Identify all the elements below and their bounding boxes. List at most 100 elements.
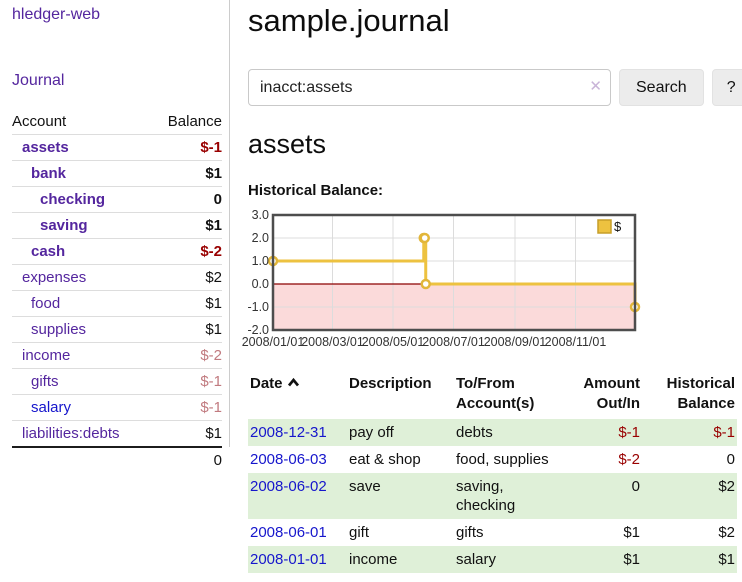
account-link-income[interactable]: income [22,347,71,364]
accounts-total-row: 0 [12,446,222,473]
account-link-food[interactable]: food [31,295,61,312]
svg-text:$: $ [614,219,622,234]
transaction-balance: $-1 [713,424,735,441]
transaction-amount: $-1 [618,424,640,441]
accounts-header-account: Account [12,113,67,130]
register-row: 2008-01-01 income salary $1 $1 [248,546,737,573]
transaction-date-link[interactable]: 2008-06-03 [250,451,327,468]
account-row-assets: assets $-1 [12,134,222,161]
transaction-description: gift [349,524,370,541]
svg-text:0.0: 0.0 [252,277,269,291]
accounts-table: Account Balance assets $-1 bank $1 check… [12,111,222,473]
app-title-link[interactable]: hledger-web [12,6,101,23]
svg-text:2008/09/01: 2008/09/01 [484,335,547,349]
account-row-cash: cash $-2 [12,238,222,265]
sidebar-item-journal[interactable]: Journal [12,72,65,89]
account-row-bank: bank $1 [12,160,222,187]
account-balance: $-2 [151,238,222,265]
register-header-balance: Historical Balance [666,375,735,412]
search-input[interactable] [248,69,611,106]
register-header-row: Date Description To/From Account(s) Amou… [248,371,737,419]
register-header-date[interactable]: Date [248,371,345,419]
register-row: 2008-12-31 pay off debts $-1 $-1 [248,419,737,446]
svg-text:2008/01/01: 2008/01/01 [242,335,305,349]
account-row-checking: checking 0 [12,186,222,213]
transaction-description: pay off [349,424,394,441]
account-row-expenses: expenses $2 [12,264,222,291]
transaction-balance: $2 [718,478,735,495]
account-balance: $1 [151,160,222,187]
transaction-accounts: salary [456,551,497,568]
transaction-date-link[interactable]: 2008-01-01 [250,551,327,568]
account-row-gifts: gifts $-1 [12,368,222,395]
transaction-accounts: gifts [456,524,484,541]
account-row-salary: salary $-1 [12,394,222,421]
sort-ascending-icon [287,374,300,394]
account-balance: $2 [151,264,222,291]
account-balance: 0 [151,186,222,213]
historical-balance-chart[interactable]: $3.0 2.0 1.0 0.0 -1.0 -2.0 2008/01/01 2008/03/0… [242,208,742,352]
transaction-date-link[interactable]: 2008-06-02 [250,478,327,495]
search-box: ✕ [248,69,611,106]
svg-text:2.0: 2.0 [252,231,269,245]
account-link-salary[interactable]: salary [31,399,72,416]
transaction-description: eat & shop [349,451,421,468]
account-link-cash[interactable]: cash [31,243,66,260]
transaction-description: income [349,551,398,568]
page-title: sample.journal [248,3,450,38]
account-balance: $-1 [151,368,222,395]
account-balance: $1 [151,420,222,447]
register-header-tofrom: To/From Account(s) [456,375,535,412]
account-link-saving[interactable]: saving [40,217,88,234]
svg-text:2008/05/01: 2008/05/01 [362,335,425,349]
transaction-amount: $1 [623,551,640,568]
register-row: 2008-06-02 save saving, checking 0 $2 [248,473,737,519]
help-button[interactable]: ? [711,69,742,106]
account-balance: $1 [151,212,222,239]
account-link-liabilities-debts[interactable]: liabilities:debts [22,425,120,442]
search-button[interactable]: Search [619,69,704,106]
svg-text:2008/03/01: 2008/03/01 [301,335,364,349]
account-link-gifts[interactable]: gifts [31,373,59,390]
svg-text:1.0: 1.0 [252,254,269,268]
account-row-income: income $-2 [12,342,222,369]
account-link-supplies[interactable]: supplies [31,321,87,338]
account-row-supplies: supplies $1 [12,316,222,343]
accounts-header-balance: Balance [167,113,222,130]
account-link-expenses[interactable]: expenses [22,269,87,286]
transaction-date-link[interactable]: 2008-06-01 [250,524,327,541]
account-row-food: food $1 [12,290,222,317]
date-header-label: Date [250,375,283,392]
accounts-table-header: Account Balance [12,111,222,135]
account-link-bank[interactable]: bank [31,165,67,182]
account-heading: assets [248,129,327,159]
account-row-saving: saving $1 [12,212,222,239]
register-row: 2008-06-03 eat & shop food, supplies $-2… [248,446,737,473]
account-balance: $-1 [151,394,222,421]
svg-text:2008/11/01: 2008/11/01 [545,335,607,349]
svg-text:2008/07/01: 2008/07/01 [422,335,485,349]
clear-search-icon[interactable]: ✕ [589,78,602,95]
search-form: ✕ Search ? [248,69,742,106]
svg-text:-1.0: -1.0 [247,300,269,314]
svg-text:3.0: 3.0 [252,208,269,222]
transaction-balance: $1 [718,551,735,568]
sidebar: hledger-web Journal Account Balance asse… [0,0,230,473]
account-link-assets[interactable]: assets [22,139,69,156]
main-content: sample.journal ✕ Search ? assets Histori… [242,0,742,573]
account-balance: $1 [151,290,222,317]
account-balance: $-1 [151,134,222,161]
transaction-amount: $-2 [618,451,640,468]
register-header-amount: Amount Out/In [583,375,640,412]
transaction-date-link[interactable]: 2008-12-31 [250,424,327,441]
transaction-amount: $1 [623,524,640,541]
register-header-description: Description [349,375,432,392]
transaction-accounts: food, supplies [456,451,549,468]
transaction-amount: 0 [631,478,640,495]
account-link-checking[interactable]: checking [40,191,106,208]
transaction-accounts: saving, checking [456,478,516,514]
transaction-balance: 0 [726,451,735,468]
chart-heading: Historical Balance: [248,182,384,199]
svg-text:-2.0: -2.0 [247,323,269,337]
